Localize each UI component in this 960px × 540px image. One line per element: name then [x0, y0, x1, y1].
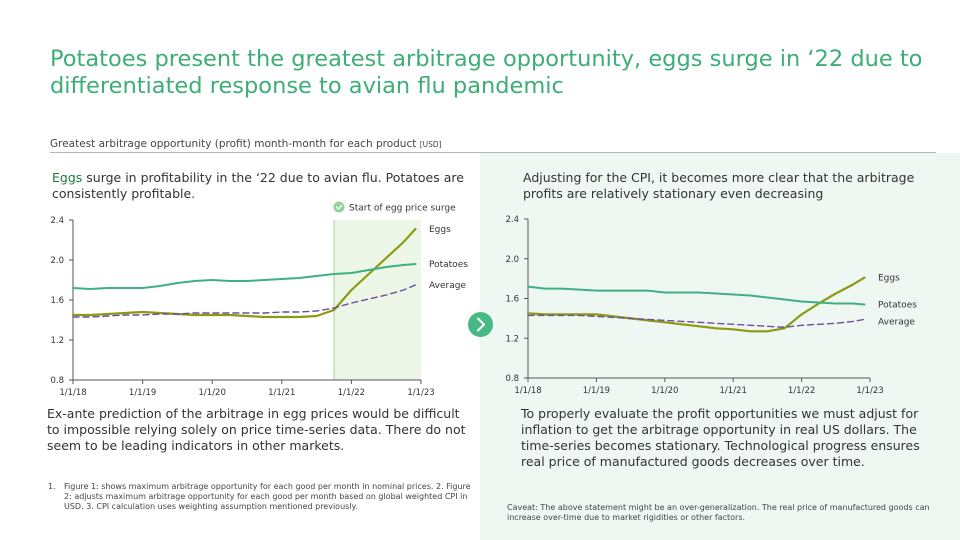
right-chart-x-tick-label: 1/1/19	[583, 386, 610, 396]
left-chart-x-tick-label: 1/1/19	[129, 388, 156, 398]
right-chart-description: Adjusting for the CPI, it becomes more c…	[523, 170, 915, 201]
right-chart-y-tick-label: 1.2	[505, 334, 519, 344]
right-chart-y-tick-label: 2.4	[505, 215, 519, 225]
chevron-right-icon	[477, 317, 485, 332]
right-chart-x-tick-label: 1/1/22	[788, 386, 815, 396]
left-chart-description: Eggs surge in profitability in the ‘22 d…	[52, 170, 467, 202]
right-chart-series-eggs	[526, 276, 866, 333]
caveat-note: Caveat: The above statement might be an …	[507, 503, 930, 522]
left-chart-label-eggs: Eggs	[429, 225, 451, 235]
left-chart-x-tick-label: 1/1/18	[59, 388, 86, 398]
left-chart-annotation: Start of egg price surge	[349, 204, 456, 214]
checkmark-icon	[335, 204, 343, 210]
subtitle-unit: [USD]	[419, 140, 442, 149]
page-title: Potatoes present the greatest arbitrage …	[50, 46, 923, 99]
left-chart-x-tick-label: 1/1/20	[199, 388, 226, 398]
left-chart-series-potatoes	[72, 263, 417, 290]
left-chart-y-tick-label: 1.2	[50, 336, 64, 346]
right-chart-y-tick-label: 1.6	[505, 295, 519, 305]
left-chart-x-tick-label: 1/1/22	[338, 388, 365, 398]
footnote: 1. Figure 1: shows maximum arbitrage opp…	[48, 482, 476, 512]
right-chart-series-potatoes	[527, 285, 866, 306]
right-chart-label-potatoes: Potatoes	[878, 300, 917, 310]
check-circle-icon	[333, 201, 345, 213]
left-chart-x-tick-label: 1/1/21	[268, 388, 295, 398]
footnote-number: 1.	[48, 482, 56, 491]
left-chart-y-tick-label: 0.8	[50, 376, 64, 386]
left-chart-label-potatoes: Potatoes	[429, 260, 468, 270]
nominal-profit-chart: Start of egg price surge 0.8 1.2 1.6 2.0 2.4 1…	[50, 201, 468, 398]
right-chart-y-tick-label: 0.8	[505, 374, 519, 384]
left-chart-series-average	[72, 284, 417, 318]
right-chart-x-tick-label: 1/1/23	[856, 386, 883, 396]
right-chart-label-average: Average	[878, 317, 915, 327]
right-panel-background	[480, 153, 960, 540]
left-chart-y-tick-label: 2.0	[50, 256, 64, 266]
left-chart-y-tick-label: 1.6	[50, 296, 64, 306]
left-takeaway-text: Ex-ante prediction of the arbitrage in e…	[47, 406, 466, 453]
eggs-highlight: Eggs	[52, 170, 83, 185]
next-arrow-button[interactable]	[468, 312, 493, 337]
right-chart-x-tick-label: 1/1/20	[651, 386, 678, 396]
subtitle-text: Greatest arbitrage opportunity (profit) …	[50, 138, 417, 150]
divider	[50, 152, 936, 153]
footnote-text: Figure 1: shows maximum arbitrage opport…	[64, 482, 471, 511]
chart-subtitle: Greatest arbitrage opportunity (profit) …	[50, 138, 442, 150]
cpi-adjusted-profit-chart: 0.8 1.2 1.6 2.0 2.4 1/1/18 1/1/19 1/1/20 1/1/21 1…	[505, 215, 917, 396]
right-chart-label-eggs: Eggs	[878, 274, 900, 284]
right-chart-y-tick-label: 2.0	[505, 255, 519, 265]
right-chart-x-tick-label: 1/1/18	[514, 386, 541, 396]
right-takeaway-text: To properly evaluate the profit opportun…	[521, 406, 920, 469]
left-chart-y-tick-label: 2.4	[50, 216, 64, 226]
left-chart-series-eggs	[71, 227, 417, 319]
left-chart-x-tick-label: 1/1/23	[407, 388, 434, 398]
left-chart-label-average: Average	[429, 281, 466, 291]
left-description-rest: surge in profitability in the ‘22 due to…	[52, 170, 464, 201]
right-chart-x-tick-label: 1/1/21	[720, 386, 747, 396]
left-chart-highlight-region	[334, 220, 421, 380]
right-chart-series-average	[527, 314, 866, 328]
